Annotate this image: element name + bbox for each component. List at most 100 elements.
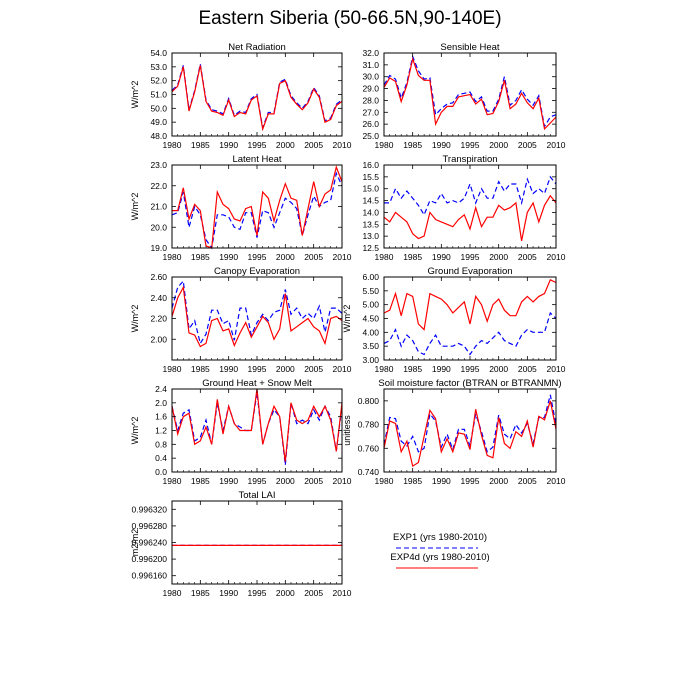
panel-6: Ground Heat + Snow Melt 1980 1985 1990 1995 2… bbox=[130, 378, 352, 486]
x-tick-label: 2010 bbox=[547, 140, 566, 150]
x-tick-label: 2000 bbox=[489, 140, 508, 150]
x-tick-label: 2005 bbox=[304, 588, 323, 598]
x-tick-label: 1990 bbox=[219, 252, 238, 262]
y-tick-label: 0.740 bbox=[358, 467, 380, 477]
x-tick-label: 1990 bbox=[219, 140, 238, 150]
y-tick-label: 13.5 bbox=[362, 219, 379, 229]
x-tick-label: 1985 bbox=[191, 140, 210, 150]
y-tick-label: 2.20 bbox=[150, 314, 167, 324]
y-tick-label: 2.40 bbox=[150, 293, 167, 303]
legend: EXP1 (yrs 1980-2010) EXP4d (yrs 1980-2010… bbox=[390, 532, 490, 569]
x-tick-label: 1990 bbox=[219, 588, 238, 598]
x-tick-label: 2005 bbox=[518, 476, 537, 486]
series-line-EXP4d bbox=[171, 65, 343, 132]
x-tick-label: 1980 bbox=[375, 476, 394, 486]
series-line-EXP1 bbox=[171, 392, 343, 466]
x-tick-label: 1995 bbox=[248, 252, 267, 262]
x-tick-label: 1990 bbox=[432, 364, 451, 374]
y-tick-label: 0.8 bbox=[155, 439, 167, 449]
panel-title: Total LAI bbox=[239, 490, 276, 501]
y-tick-label: 1.2 bbox=[155, 426, 167, 436]
x-tick-label: 1980 bbox=[163, 140, 182, 150]
x-tick-label: 1985 bbox=[403, 364, 422, 374]
y-axis-label: W/m^2 bbox=[130, 417, 140, 445]
y-tick-label: 21.0 bbox=[150, 202, 167, 212]
x-tick-label: 2010 bbox=[333, 252, 352, 262]
x-tick-label: 2010 bbox=[547, 252, 566, 262]
series-line-EXP4d bbox=[383, 56, 557, 131]
series-line-EXP1 bbox=[383, 54, 557, 129]
y-tick-label: 5.00 bbox=[362, 300, 379, 310]
x-tick-label: 1995 bbox=[248, 476, 267, 486]
y-tick-label: 2.60 bbox=[150, 272, 167, 282]
y-tick-label: 32.0 bbox=[362, 48, 379, 58]
panel-title: Sensible Heat bbox=[440, 42, 500, 53]
y-axis-label: W/m^2 bbox=[130, 305, 140, 333]
panel-0: Net Radiation 1980 1985 1990 1995 2000 2005 201… bbox=[130, 42, 352, 150]
panel-title: Soil moisture factor (BTRAN or BTRANMN) bbox=[378, 378, 561, 389]
x-tick-label: 2010 bbox=[333, 364, 352, 374]
y-tick-label: 0.800 bbox=[358, 396, 380, 406]
panel-title: Latent Heat bbox=[232, 154, 281, 165]
y-tick-label: 2.4 bbox=[155, 384, 167, 394]
x-tick-label: 1990 bbox=[432, 476, 451, 486]
y-tick-label: 51.0 bbox=[150, 90, 167, 100]
x-tick-label: 2000 bbox=[276, 364, 295, 374]
y-tick-label: 23.0 bbox=[150, 160, 167, 170]
x-tick-label: 1995 bbox=[461, 476, 480, 486]
y-tick-label: 27.0 bbox=[362, 107, 379, 117]
series-line-EXP1 bbox=[384, 175, 557, 217]
x-tick-label: 2005 bbox=[518, 252, 537, 262]
x-tick-label: 1985 bbox=[191, 476, 210, 486]
series-line-EXP4d bbox=[383, 278, 557, 331]
plot-frame bbox=[171, 500, 343, 585]
y-tick-label: 2.0 bbox=[155, 398, 167, 408]
panel-title: Canopy Evaporation bbox=[214, 266, 300, 277]
x-tick-label: 1980 bbox=[375, 140, 394, 150]
y-tick-label: 0.996280 bbox=[132, 521, 168, 531]
legend-label: EXP1 (yrs 1980-2010) bbox=[393, 532, 487, 543]
x-tick-label: 2005 bbox=[304, 364, 323, 374]
y-tick-label: 14.5 bbox=[362, 196, 379, 206]
x-tick-label: 1985 bbox=[403, 140, 422, 150]
panel-2: Latent Heat 1980 1985 1990 1995 2000 2005 2010 1… bbox=[130, 154, 352, 262]
plot-frame bbox=[171, 388, 343, 473]
y-tick-label: 15.0 bbox=[362, 184, 379, 194]
x-tick-label: 1995 bbox=[248, 364, 267, 374]
y-tick-label: 16.0 bbox=[362, 160, 379, 170]
y-tick-label: 30.0 bbox=[362, 72, 379, 82]
y-tick-label: 6.00 bbox=[362, 272, 379, 282]
x-tick-label: 1995 bbox=[461, 140, 480, 150]
x-tick-label: 1985 bbox=[191, 252, 210, 262]
series-line-EXP1 bbox=[171, 279, 343, 345]
panel-title: Net Radiation bbox=[228, 42, 286, 53]
panel-8: Total LAI 1980 1985 1990 1995 2000 2005 2010 0.9… bbox=[130, 490, 352, 598]
x-tick-label: 2000 bbox=[489, 364, 508, 374]
series-line-EXP4d bbox=[171, 388, 343, 462]
x-tick-label: 1980 bbox=[163, 364, 182, 374]
x-tick-label: 2010 bbox=[333, 476, 352, 486]
x-tick-label: 2000 bbox=[276, 140, 295, 150]
x-tick-label: 1995 bbox=[461, 364, 480, 374]
series-line-EXP1 bbox=[383, 311, 557, 356]
y-tick-label: 29.0 bbox=[362, 84, 379, 94]
y-tick-label: 0.996320 bbox=[132, 504, 168, 514]
panel-3: Transpiration 1980 1985 1990 1995 2000 2005 201… bbox=[362, 154, 565, 262]
y-tick-label: 22.0 bbox=[150, 181, 167, 191]
y-tick-label: 14.0 bbox=[362, 207, 379, 217]
y-tick-label: 1.6 bbox=[155, 412, 167, 422]
x-tick-label: 1980 bbox=[375, 252, 394, 262]
y-tick-label: 31.0 bbox=[362, 60, 379, 70]
y-tick-label: 28.0 bbox=[362, 95, 379, 105]
y-tick-label: 0.996160 bbox=[132, 571, 168, 581]
x-tick-label: 2005 bbox=[304, 252, 323, 262]
plot-frame bbox=[171, 276, 343, 361]
x-tick-label: 2010 bbox=[333, 140, 352, 150]
x-tick-label: 1990 bbox=[432, 252, 451, 262]
series-line-EXP1 bbox=[383, 394, 557, 453]
panel-5: Ground Evaporation 1980 1985 1990 1995 2000 20… bbox=[342, 266, 566, 374]
x-tick-label: 1985 bbox=[403, 252, 422, 262]
x-tick-label: 1980 bbox=[375, 364, 394, 374]
y-tick-label: 20.0 bbox=[150, 222, 167, 232]
